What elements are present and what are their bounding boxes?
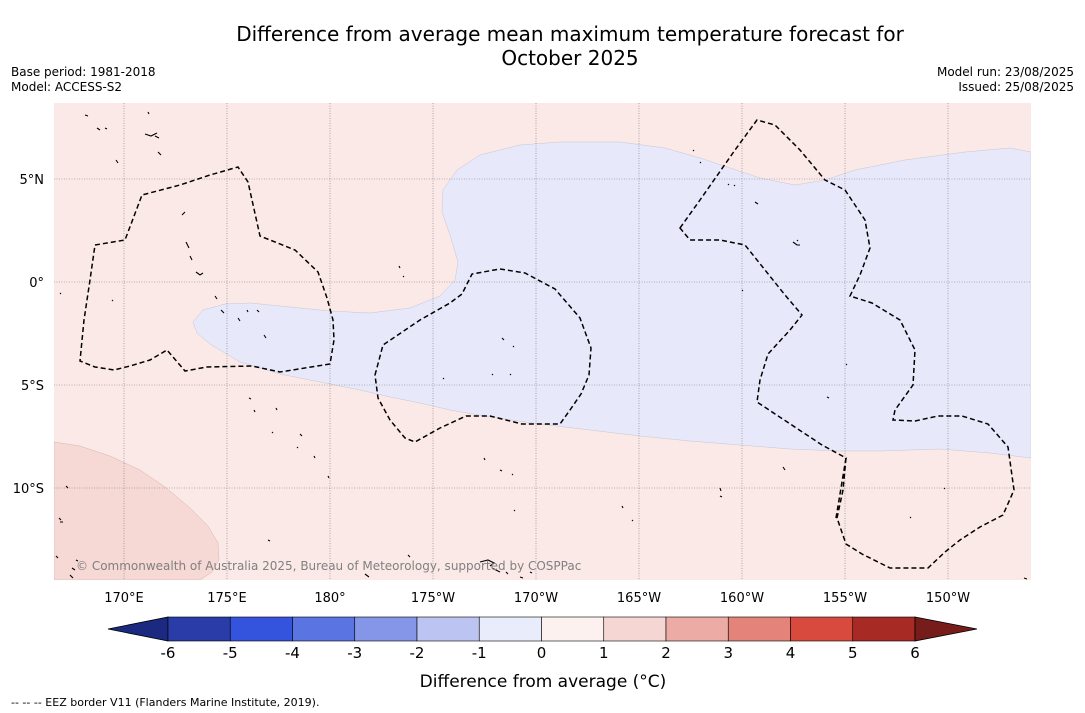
colorbar-tick-label: 2 [661,644,671,662]
lon-label-155w: 155°W [823,591,867,606]
islands [55,111,1028,580]
colorbar-segment [416,616,480,642]
colorbar-tick-label: -3 [347,644,362,662]
colorbar-segment [478,616,542,642]
eez-border-kiribati-gilberts [79,166,335,373]
colorbar-segment [790,616,854,642]
eez-border-legend: -- -- -- EEZ border V11 (Flanders Marine… [11,696,320,709]
latitude-labels: 5°N 0° 5°S 10°S [13,173,44,497]
lat-label-10s: 10°S [13,482,44,497]
eez-border-line-islands [679,119,1015,569]
colorbar-label: Difference from average (°C) [420,672,667,692]
colorbar [107,616,978,642]
lon-label-180: 180° [314,591,345,606]
base-period-text: Base period: 1981-2018 [11,65,156,79]
colorbar-segment [665,616,729,642]
colorbar-segment [727,616,791,642]
colorbar-tick-label: -5 [223,644,238,662]
colorbar-tick-label: 1 [599,644,609,662]
colorbar-segment [354,616,418,642]
eez-border-line-islands-south-connector [835,457,847,519]
colorbar-tick-label: -1 [472,644,487,662]
colorbar-tick-label: 5 [848,644,858,662]
colorbar-segment [852,616,916,642]
colorbar-tick-label: 6 [910,644,920,662]
lon-label-175w: 175°W [411,591,455,606]
model-run-text: Model run: 23/08/2025 [936,65,1074,79]
issued-text: Issued: 25/08/2025 [958,80,1074,94]
chart-title-line2: October 2025 [501,46,639,70]
map-panel: © Commonwealth of Australia 2025, Bureau… [54,103,1031,580]
lon-label-175e: 175°E [207,591,247,606]
copyright-notice: © Commonwealth of Australia 2025, Bureau… [76,559,581,573]
lat-label-5n: 5°N [20,173,45,188]
lat-label-0: 0° [29,276,44,291]
lon-label-170w: 170°W [514,591,558,606]
chart-title-line1: Difference from average mean maximum tem… [236,22,904,46]
warm-anomaly-region [54,441,220,580]
colorbar-over-arrow [914,616,978,642]
lat-label-5s: 5°S [21,379,44,394]
lon-label-150w: 150°W [926,591,970,606]
colorbar-segment [167,616,231,642]
colorbar-segment [229,616,293,642]
colorbar-under-arrow [107,616,169,642]
colorbar-tick-label: 4 [786,644,796,662]
colorbar-tick-label: -4 [285,644,300,662]
colorbar-tick-label: 0 [537,644,547,662]
colorbar-tick-label: -2 [410,644,425,662]
colorbar-segment [603,616,667,642]
colorbar-segment [541,616,605,642]
colorbar-tick-labels: -6 -5 -4 -3 -2 -1 0 1 2 3 4 5 6 [161,644,920,662]
lon-label-165w: 165°W [617,591,661,606]
colorbar-tick-label: 3 [723,644,733,662]
cool-anomaly-region [192,141,1031,459]
lon-label-170e: 170°E [104,591,144,606]
eez-borders [79,119,1015,569]
model-text: Model: ACCESS-S2 [11,80,123,94]
colorbar-tick-label: -6 [161,644,176,662]
colorbar-segment [292,616,356,642]
longitude-labels: 170°E 175°E 180° 175°W 170°W 165°W 160°W… [104,591,970,606]
lon-label-160w: 160°W [720,591,764,606]
eez-border-phoenix-islands [374,268,592,443]
